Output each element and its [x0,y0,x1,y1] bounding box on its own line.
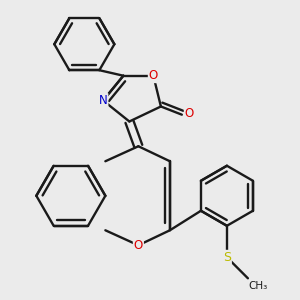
Text: O: O [134,239,143,252]
Text: CH₃: CH₃ [249,281,268,291]
Text: S: S [223,251,231,264]
Text: N: N [99,94,107,107]
Text: O: O [185,107,194,120]
Text: O: O [149,69,158,82]
